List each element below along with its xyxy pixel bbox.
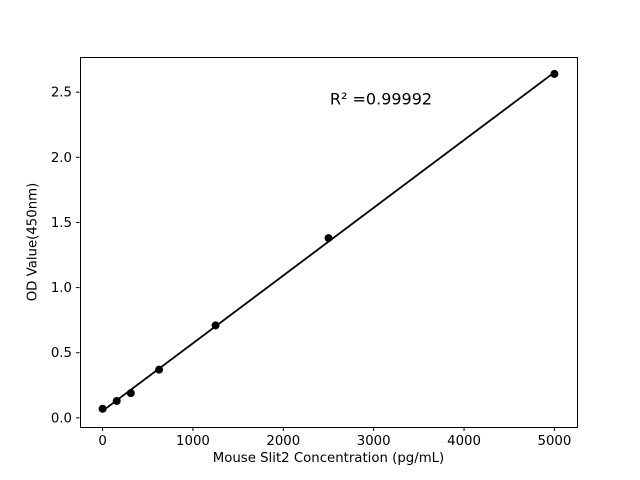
x-tick-label: 0 (98, 434, 106, 449)
data-point (98, 404, 107, 413)
y-tick-label: 0.5 (51, 346, 72, 361)
data-point (126, 389, 135, 398)
data-point (324, 234, 333, 243)
y-tick-label: 1.0 (51, 281, 72, 296)
y-tick-label: 0.0 (51, 411, 72, 426)
x-axis-label: Mouse Slit2 Concentration (pg/mL) (212, 451, 445, 466)
r-squared-annotation: R² =0.99992 (329, 89, 433, 109)
data-point (155, 365, 164, 374)
y-tick-label: 1.5 (51, 216, 72, 231)
axes-spines (80, 57, 578, 428)
x-tick-label: 2000 (266, 434, 300, 449)
data-point (112, 396, 121, 405)
data-point (550, 69, 559, 78)
y-axis-label: OD Value(450nm) (25, 182, 41, 302)
x-tick-label: 4000 (447, 434, 481, 449)
y-tick-label: 2.5 (51, 86, 72, 101)
x-tick-label: 3000 (357, 434, 391, 449)
data-point (211, 321, 220, 330)
x-tick-label: 1000 (176, 434, 210, 449)
x-tick-label: 5000 (537, 434, 571, 449)
y-tick-label: 2.0 (51, 151, 72, 166)
